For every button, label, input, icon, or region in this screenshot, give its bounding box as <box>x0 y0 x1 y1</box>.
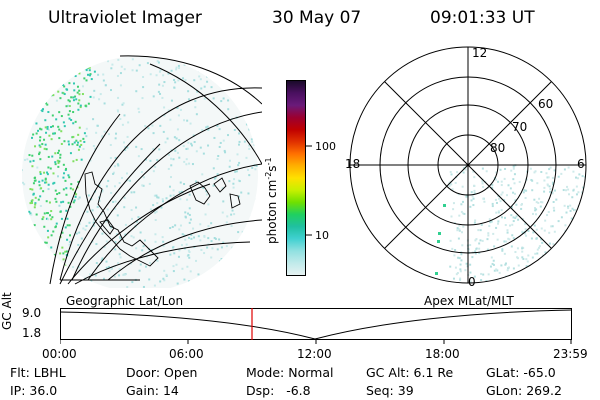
colorbar-ticks <box>306 145 312 236</box>
status-ip: IP: 36.0 <box>10 383 58 398</box>
colorbar-tick-10: 10 <box>315 229 329 242</box>
polar-mlat-mlt-plot <box>349 46 587 284</box>
status-gc-alt: GC Alt: 6.1 Re <box>366 365 454 380</box>
polar-grid <box>349 46 587 284</box>
time-tick-0600: 06:00 <box>169 347 204 361</box>
map-panel-label: Geographic Lat/Lon <box>66 294 184 308</box>
mlat-label-70: 70 <box>512 120 528 134</box>
status-glat: GLat: -65.0 <box>486 365 556 380</box>
time-tick-2359: 23:59 <box>553 347 588 361</box>
observation-date: 30 May 07 <box>272 8 362 28</box>
status-glon: GLon: 269.2 <box>486 383 562 398</box>
status-mode: Mode: Normal <box>246 365 334 380</box>
status-door: Door: Open <box>126 365 198 380</box>
observation-time: 09:01:33 UT <box>430 8 535 28</box>
status-dsp: Dsp: -6.8 <box>246 383 311 398</box>
time-tick-1200: 12:00 <box>297 347 332 361</box>
geographic-map-image <box>22 55 262 288</box>
intensity-colorbar <box>286 80 306 276</box>
polar-emission-pixels <box>435 164 586 283</box>
altitude-axis-label: GC Alt <box>0 292 14 330</box>
altitude-tick-bottom: 1.8 <box>22 326 42 340</box>
status-seq: Seq: 39 <box>366 383 414 398</box>
mlt-label-6: 6 <box>577 157 585 171</box>
time-tick-1800: 18:00 <box>425 347 460 361</box>
altitude-tick-top: 9.0 <box>22 306 42 320</box>
altitude-x-ticks <box>60 339 572 344</box>
altitude-plot <box>60 308 573 344</box>
coastline <box>84 171 241 267</box>
earth-disk <box>22 56 258 288</box>
polar-panel-label: Apex MLat/MLT <box>424 294 514 308</box>
colorbar-tick-100: 100 <box>315 140 336 153</box>
status-flt: Flt: LBHL <box>10 365 66 380</box>
altitude-curve <box>60 309 573 340</box>
mlat-label-60: 60 <box>538 97 554 111</box>
mlt-label-18: 18 <box>345 157 361 171</box>
mlt-label-0: 0 <box>468 275 476 289</box>
colorbar-unit-label: photon cm-2s-1 <box>264 157 279 244</box>
status-gain: Gain: 14 <box>126 383 179 398</box>
mlat-label-80: 80 <box>490 141 506 155</box>
mlt-label-12: 12 <box>472 46 488 60</box>
lat-lon-grid <box>49 55 262 285</box>
time-tick-0000: 00:00 <box>42 347 77 361</box>
instrument-title: Ultraviolet Imager <box>48 8 202 28</box>
